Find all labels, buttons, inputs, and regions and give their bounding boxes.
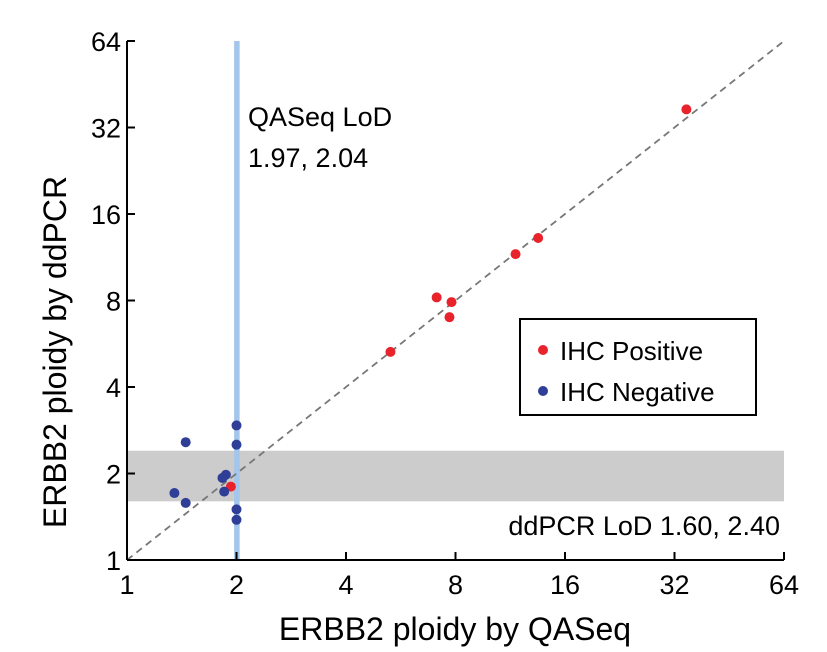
legend-marker-ihc-negative [538, 386, 548, 396]
point-ihc-positive [431, 292, 442, 303]
legend-label-ihc-negative: IHC Negative [560, 377, 715, 407]
axes: 1 2 4 8 16 32 64 1 2 4 8 16 32 64 [91, 27, 799, 600]
legend-label-ihc-positive: IHC Positive [560, 336, 703, 366]
point-ihc-negative [231, 439, 242, 450]
point-ihc-negative [231, 420, 242, 431]
legend-marker-ihc-positive [538, 345, 548, 355]
point-ihc-positive [446, 297, 457, 308]
qaseq-lod-label-line2: 1.97, 2.04 [248, 143, 368, 173]
point-ihc-positive [510, 249, 521, 260]
legend: IHC Positive IHC Negative [519, 318, 757, 416]
y-tick-label: 2 [106, 460, 121, 490]
point-ihc-positive [444, 312, 455, 323]
y-tick-label: 4 [106, 373, 121, 403]
point-ihc-negative [217, 472, 228, 483]
legend-box [519, 318, 757, 416]
qaseq-lod-band [234, 41, 240, 560]
y-tick-label: 1 [106, 546, 121, 576]
x-tick-label: 32 [659, 570, 689, 600]
point-ihc-positive [385, 346, 396, 357]
point-ihc-negative [219, 486, 230, 497]
point-ihc-negative [231, 504, 242, 515]
point-ihc-negative [180, 437, 191, 448]
x-tick-label: 2 [229, 570, 244, 600]
reference-lines [126, 40, 785, 561]
point-ihc-positive [681, 104, 692, 115]
x-tick-label: 1 [119, 570, 134, 600]
y-tick-label: 16 [91, 200, 121, 230]
point-ihc-negative [231, 514, 242, 525]
y-axis-label: ERBB2 ploidy by ddPCR [37, 176, 73, 528]
x-tick-label: 4 [338, 570, 353, 600]
ddpcr-lod-label: ddPCR LoD 1.60, 2.40 [508, 511, 780, 541]
x-tick-label: 64 [769, 570, 799, 600]
point-ihc-negative [169, 488, 180, 499]
x-tick-label: 16 [550, 570, 580, 600]
y-tick-label: 8 [106, 287, 121, 317]
lod-bands [127, 41, 784, 560]
data-points [169, 104, 692, 525]
point-ihc-positive [533, 233, 544, 244]
identity-line [126, 40, 785, 561]
point-ihc-negative [180, 497, 191, 508]
x-axis-label: ERBB2 ploidy by QASeq [279, 611, 631, 647]
y-tick-label: 32 [91, 114, 121, 144]
qaseq-lod-label-line1: QASeq LoD [248, 102, 392, 132]
y-tick-label: 64 [91, 27, 121, 57]
x-tick-label: 8 [448, 570, 463, 600]
